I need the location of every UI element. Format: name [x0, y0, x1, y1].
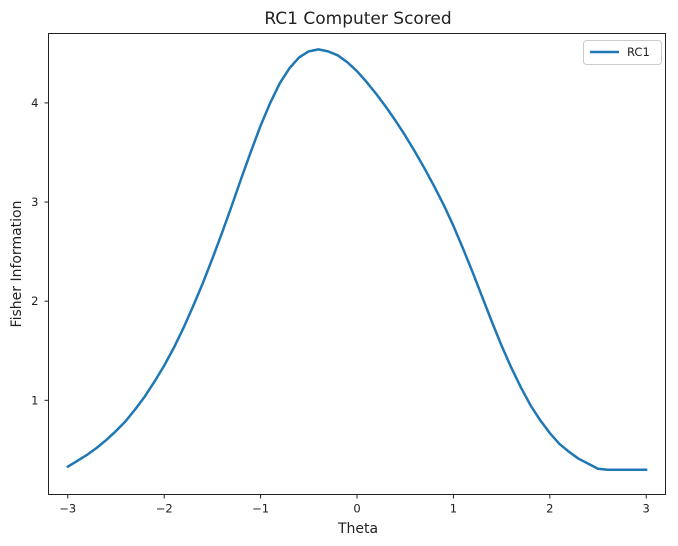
x-axis-ticks: −3 −2 −1 0 1 2 3: [59, 494, 650, 516]
x-tick-label: −2: [156, 502, 173, 516]
x-tick-label: −1: [252, 502, 269, 516]
legend-box: [583, 40, 662, 65]
x-tick-label: 0: [353, 502, 360, 516]
x-axis-label: Theta: [337, 521, 378, 537]
x-tick-label: −3: [59, 502, 76, 516]
x-tick-label: 2: [546, 502, 553, 516]
chart-title: RC1 Computer Scored: [264, 9, 451, 29]
x-tick-label: 3: [643, 502, 650, 516]
y-tick-label: 3: [31, 195, 38, 209]
y-tick-label: 4: [31, 96, 38, 110]
legend-label: RC1: [627, 45, 650, 59]
series-line-rc1: [66, 48, 648, 471]
y-tick-label: 1: [31, 393, 38, 407]
y-tick-label: 2: [31, 294, 38, 308]
plot-frame: [48, 33, 666, 495]
y-axis-label: Fisher Information: [9, 201, 25, 328]
x-tick-label: 1: [450, 502, 457, 516]
legend: RC1: [583, 40, 662, 65]
y-axis-ticks: 1 2 3 4: [31, 96, 49, 407]
